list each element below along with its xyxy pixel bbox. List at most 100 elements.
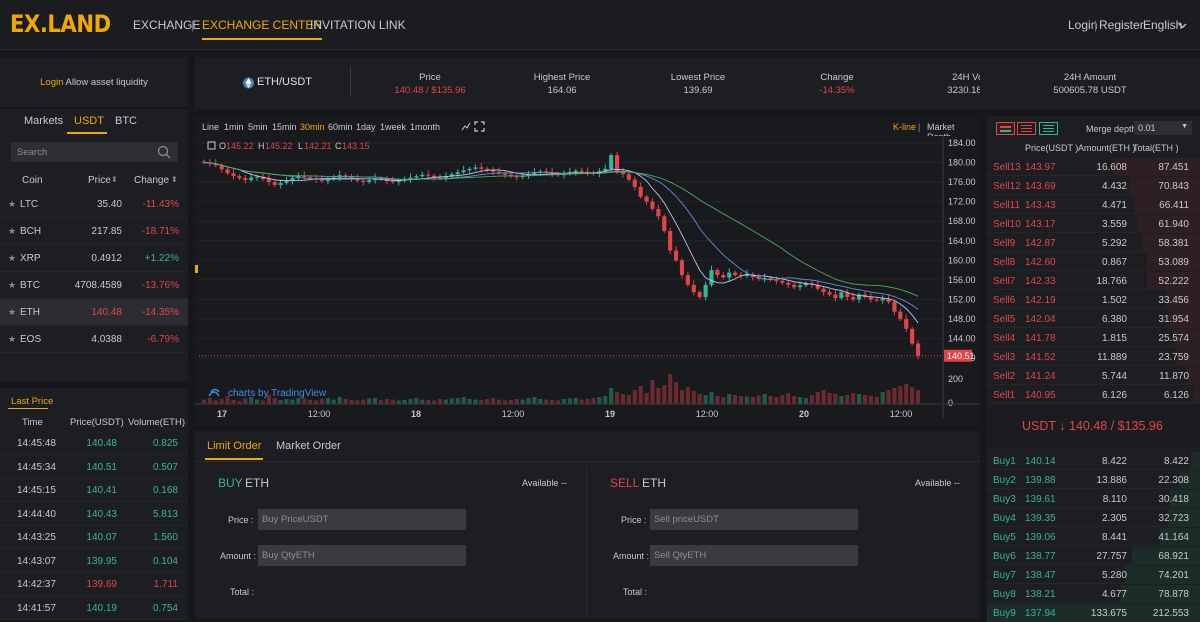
language-selector[interactable]: English <box>1143 18 1183 32</box>
candlestick-chart[interactable]: 184.00 180.00 176.00 172.00 168.00 164.00 160.… <box>195 136 980 426</box>
chevron-down-icon[interactable] <box>1178 23 1187 29</box>
ask-row[interactable]: Sell6 142.19 1.502 33.456 <box>987 291 1200 309</box>
ask-row[interactable]: Sell1 140.95 6.126 6.126 <box>987 386 1200 404</box>
volume-bar <box>437 399 443 404</box>
interval-1week[interactable]: 1week <box>380 122 407 132</box>
nav-invitation-link[interactable]: INVITATION LINK <box>310 18 406 32</box>
bid-row[interactable]: Buy3 139.61 8.110 30.418 <box>987 490 1200 508</box>
candle <box>626 174 631 180</box>
interval-60min[interactable]: 60min <box>328 122 353 132</box>
bid-row[interactable]: Buy8 138.21 4.677 78.878 <box>987 585 1200 603</box>
scroll-marker[interactable] <box>195 265 198 273</box>
market-row[interactable]: ★ EOS 4.0388 -6.79% <box>0 326 188 353</box>
ask-row[interactable]: Sell13 143.97 16.608 87.451 <box>987 158 1200 176</box>
book-view-both-icon[interactable] <box>996 122 1015 135</box>
login-link[interactable]: Login <box>1068 18 1098 32</box>
bid-row[interactable]: Buy7 138.47 5.280 74.201 <box>987 566 1200 584</box>
bid-row[interactable]: Buy4 139.35 2.305 32.723 <box>987 509 1200 527</box>
buy-price-input[interactable]: Buy PriceUSDT <box>258 509 466 530</box>
market-row[interactable]: ★ XRP 0.4912 +1.22% <box>0 245 188 272</box>
x-tick-label: 12:00 <box>502 409 525 419</box>
y-tick-label: 180.00 <box>948 157 976 167</box>
market-row[interactable]: ★ BCH 217.85 -18.71% <box>0 218 188 245</box>
star-icon[interactable]: ★ <box>8 199 17 209</box>
nav-exchange-center[interactable]: EXCHANGE CENTER <box>202 18 323 40</box>
search-input[interactable]: Search <box>11 142 178 162</box>
ask-row[interactable]: Sell4 141.78 1.815 25.574 <box>987 329 1200 347</box>
order-amount: 1.502 <box>1101 295 1127 306</box>
sort-icon[interactable]: ⬍ <box>111 175 118 184</box>
chevron-down-icon: ▼ <box>1181 123 1188 130</box>
ask-row[interactable]: Sell7 142.33 18.766 52.222 <box>987 272 1200 290</box>
volume-bar <box>709 392 714 404</box>
market-row[interactable]: ★ ETH 140.48 -14.35% <box>0 299 188 326</box>
market-row[interactable]: ★ BTC 4708.4589 -13.76% <box>0 272 188 299</box>
ask-row[interactable]: Sell8 142.60 0.867 53.089 <box>987 253 1200 271</box>
interval-5min[interactable]: 5min <box>248 122 268 132</box>
order-level-label: Sell2 <box>993 371 1016 382</box>
interval-30min[interactable]: 30min <box>300 122 325 132</box>
coin-name: EOS <box>20 334 42 345</box>
order-amount: 5.744 <box>1101 371 1127 382</box>
candle <box>479 167 484 169</box>
tab-market-order[interactable]: Market Order <box>276 440 341 452</box>
interval-1month[interactable]: 1month <box>410 122 441 132</box>
star-icon[interactable]: ★ <box>8 334 17 344</box>
bid-row[interactable]: Buy6 138.77 27.757 68.921 <box>987 547 1200 565</box>
volume-bar <box>420 399 425 404</box>
star-icon[interactable]: ★ <box>8 226 17 236</box>
bid-row[interactable]: Buy2 139.88 13.886 22.308 <box>987 471 1200 489</box>
kline-tab[interactable]: K-line <box>893 122 917 132</box>
book-view-sell-icon[interactable] <box>1017 122 1036 135</box>
ask-row[interactable]: Sell11 143.43 4.471 66.411 <box>987 196 1200 214</box>
sell-amount-input[interactable]: Sell QtyETH <box>650 545 858 566</box>
book-view-buy-icon[interactable] <box>1039 122 1058 135</box>
sort-icon[interactable]: ⬍ <box>171 175 178 184</box>
trade-row: 14:45:48 140.48 0.825 <box>0 432 188 455</box>
buy-amount-input[interactable]: Buy QtyETH <box>258 545 466 566</box>
ask-row[interactable]: Sell12 143.69 4.432 70.843 <box>987 177 1200 195</box>
interval-1min[interactable]: 1min <box>224 122 244 132</box>
interval-15min[interactable]: 15min <box>272 122 297 132</box>
ask-row[interactable]: Sell2 141.24 5.744 11.870 <box>987 367 1200 385</box>
volume-value: 3230.189 ETH <box>947 85 1009 96</box>
tab-usdt[interactable]: USDT <box>74 115 104 127</box>
interval-1day[interactable]: 1day <box>356 122 376 132</box>
depth-bar <box>1170 490 1200 508</box>
volume-bar <box>615 392 620 404</box>
moving-average-line <box>203 162 919 310</box>
ask-row[interactable]: Sell9 142.87 5.292 58.381 <box>987 234 1200 252</box>
col-change[interactable]: Change <box>134 175 170 186</box>
sell-price-input[interactable]: Sell priceUSDT <box>650 509 858 530</box>
col-price[interactable]: Price <box>88 175 111 186</box>
tradingview-watermark[interactable]: charts by TradingView <box>228 388 327 399</box>
liquidity-text: Allow asset liquidity <box>65 77 148 88</box>
star-icon[interactable]: ★ <box>8 253 17 263</box>
tab-limit-order[interactable]: Limit Order <box>207 440 262 452</box>
candle <box>815 284 820 289</box>
order-price: 141.52 <box>1025 352 1056 363</box>
bid-row[interactable]: Buy1 140.14 8.422 8.422 <box>987 452 1200 470</box>
market-row[interactable]: ★ LTC 35.40 -11.43% <box>0 191 188 218</box>
merge-depth-select[interactable]: 0.01 ▼ <box>1134 121 1192 135</box>
nav-exchange[interactable]: EXCHANGE <box>133 18 201 32</box>
star-icon[interactable]: ★ <box>8 280 17 290</box>
star-icon[interactable]: ★ <box>8 307 17 317</box>
tab-markets[interactable]: Markets <box>24 115 64 127</box>
bid-row[interactable]: Buy9 137.94 133.675 212.553 <box>987 604 1200 622</box>
indicator-icon[interactable] <box>461 122 471 131</box>
search-icon[interactable] <box>157 145 171 159</box>
ask-row[interactable]: Sell10 143.17 3.559 61.940 <box>987 215 1200 233</box>
ask-row[interactable]: Sell5 142.04 6.380 31.954 <box>987 310 1200 328</box>
tab-btc[interactable]: BTC <box>115 115 137 127</box>
candle <box>880 298 885 301</box>
register-link[interactable]: Register <box>1099 18 1144 32</box>
ask-row[interactable]: Sell3 141.52 11.889 23.759 <box>987 348 1200 366</box>
col-coin: Coin <box>22 175 43 186</box>
bid-row[interactable]: Buy5 139.06 8.441 41.164 <box>987 528 1200 546</box>
liquidity-login-link[interactable]: Login <box>40 77 64 88</box>
legend-toggle-icon[interactable] <box>207 141 216 150</box>
interval-line[interactable]: Line <box>202 122 220 132</box>
logo[interactable]: EX.LAND <box>10 10 111 38</box>
fullscreen-icon[interactable] <box>474 121 485 132</box>
